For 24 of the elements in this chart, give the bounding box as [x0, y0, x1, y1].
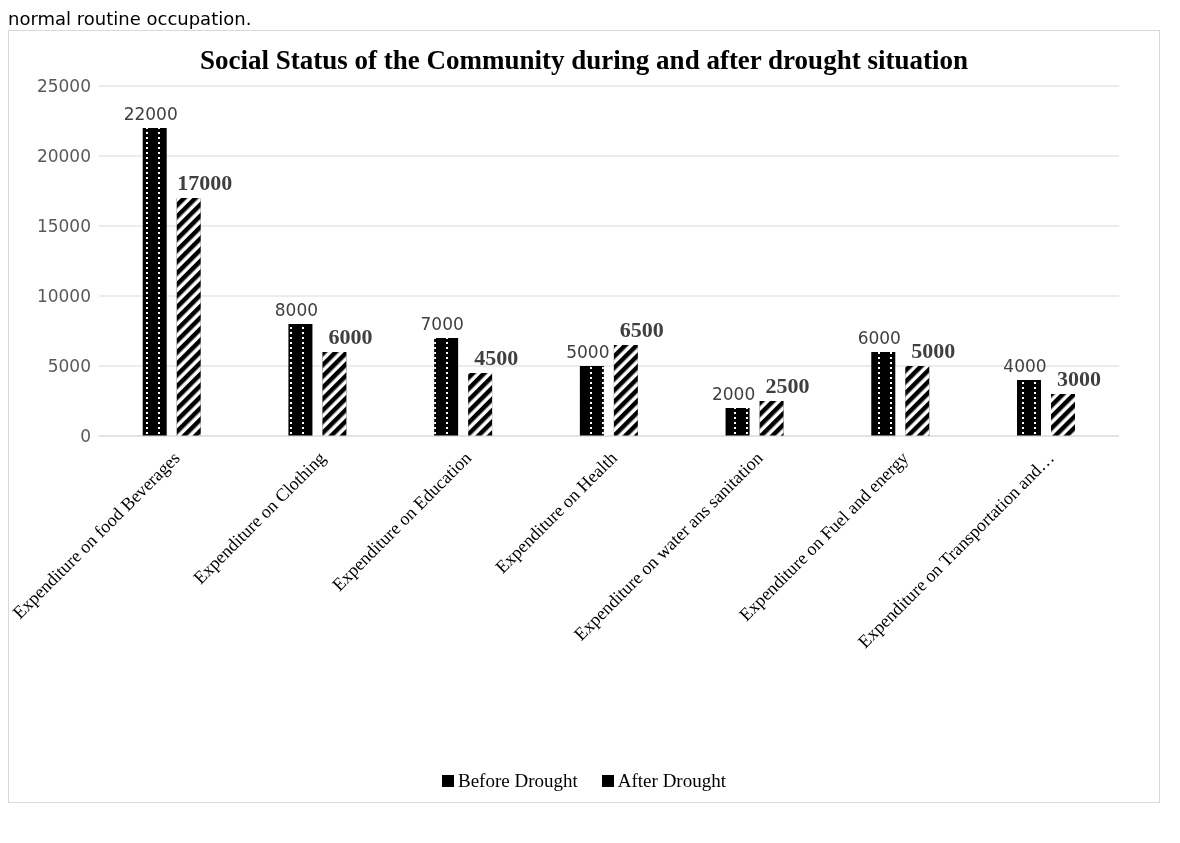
- y-tick-label: 15000: [36, 216, 91, 237]
- data-label: 7000: [420, 314, 464, 334]
- data-label: 17000: [177, 170, 233, 195]
- data-label: 2500: [765, 373, 810, 398]
- y-tick-label: 20000: [36, 146, 91, 167]
- y-tick-label: 0: [80, 426, 91, 447]
- data-label: 4000: [1003, 356, 1047, 376]
- data-label: 6000: [857, 328, 901, 348]
- data-label: 4500: [474, 345, 519, 370]
- chart-title: Social Status of the Community during and after drought situation: [199, 45, 969, 76]
- data-label: 5000: [911, 338, 956, 363]
- data-label: 8000: [274, 300, 319, 320]
- y-tick-label: 5000: [47, 356, 91, 377]
- legend-label: After Drought: [616, 770, 726, 792]
- text: normal routine occupation.: [8, 8, 253, 30]
- y-tick-label: 25000: [36, 76, 91, 97]
- legend-label: Before Drought: [457, 770, 578, 792]
- data-label: 2000: [711, 384, 756, 404]
- data-label: 22000: [123, 104, 178, 124]
- data-label: 6000: [328, 324, 373, 349]
- data-label: 6500: [619, 317, 664, 342]
- data-label: 5000: [566, 342, 610, 362]
- data-label: 3000: [1057, 366, 1101, 391]
- y-tick-label: 10000: [36, 286, 91, 307]
